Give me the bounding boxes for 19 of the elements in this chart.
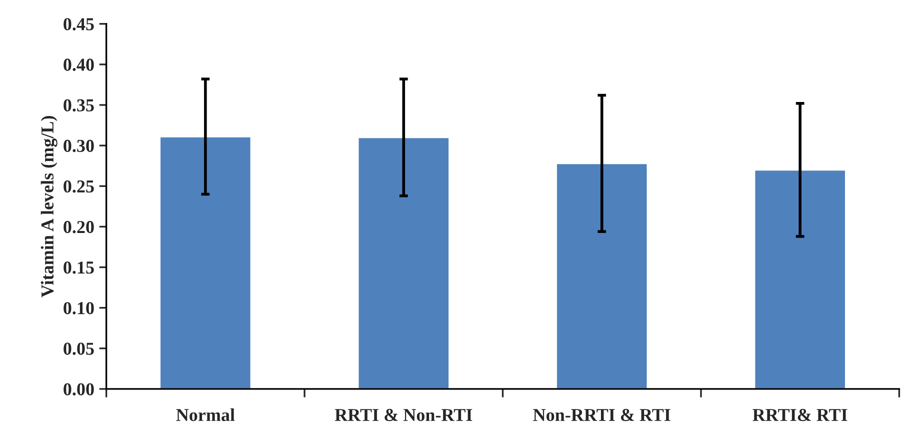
x-tick-label: RRTI& RTI bbox=[752, 408, 848, 422]
x-tick-label: Non-RRTI & RTI bbox=[533, 408, 670, 422]
bar bbox=[357, 136, 450, 389]
y-axis-title: Vitamin A levels (mg/L) bbox=[40, 116, 58, 298]
y-tick-label: 0.20 bbox=[64, 220, 94, 234]
bar bbox=[754, 169, 846, 389]
bar bbox=[556, 162, 648, 389]
y-tick-label: 0.15 bbox=[64, 262, 94, 274]
y-tick-label: 0.00 bbox=[64, 383, 94, 396]
y-tick-label: 0.05 bbox=[64, 342, 94, 355]
bar bbox=[159, 136, 252, 389]
x-tick-label: RRTI & Non-RTI bbox=[334, 408, 472, 422]
y-tick-label: 0.45 bbox=[64, 18, 94, 30]
y-tick-label: 0.25 bbox=[64, 180, 94, 193]
y-tick-label: 0.35 bbox=[64, 99, 94, 112]
x-tick-label: Normal bbox=[176, 408, 235, 422]
y-tick-label: 0.30 bbox=[64, 140, 94, 152]
y-tick-label: 0.40 bbox=[64, 58, 94, 71]
y-tick-label: 0.10 bbox=[64, 302, 94, 314]
